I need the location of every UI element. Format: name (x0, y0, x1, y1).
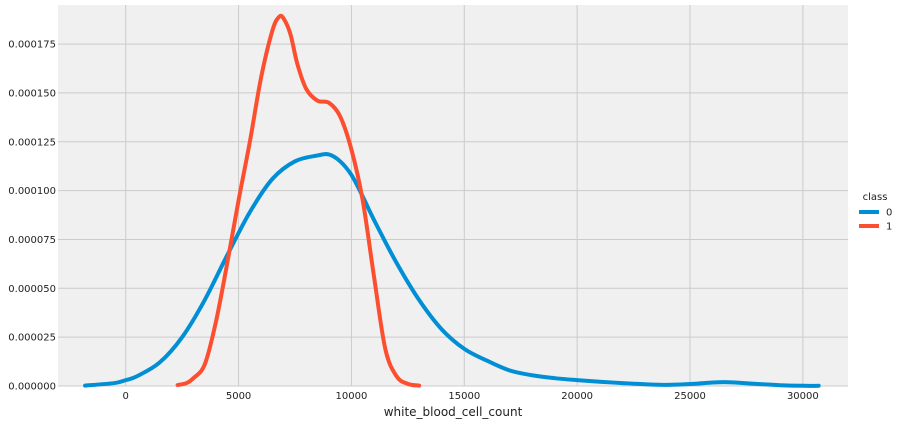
x-tick-label: 0 (123, 391, 129, 402)
y-tick-labels: 0.000000 0.000025 0.000050 0.000075 0.000100… (8, 40, 56, 393)
x-tick-label: 5000 (226, 391, 251, 402)
y-tick-label: 0.000075 (8, 235, 56, 246)
x-tick-label: 10000 (336, 391, 368, 402)
grid-lines (58, 5, 848, 387)
legend-label-1: 1 (886, 222, 892, 233)
x-tick-labels: 0 5000 10000 15000 20000 25000 30000 (123, 391, 819, 402)
x-tick-label: 25000 (674, 391, 706, 402)
legend-title: class (863, 192, 888, 203)
y-tick-label: 0.000000 (8, 382, 56, 393)
x-tick-label: 30000 (787, 391, 819, 402)
series-lines (83, 13, 821, 388)
x-axis-label: white_blood_cell_count (384, 405, 523, 419)
legend[interactable]: class 0 1 (859, 192, 892, 233)
x-tick-label: 15000 (448, 391, 480, 402)
x-tick-label: 20000 (561, 391, 593, 402)
y-tick-label: 0.000025 (8, 333, 56, 344)
y-tick-label: 0.000125 (8, 137, 56, 148)
legend-label-0: 0 (886, 208, 892, 219)
plot-background (58, 5, 848, 386)
series-line-1 (175, 13, 422, 388)
y-tick-label: 0.000050 (8, 284, 56, 295)
series-line-0 (83, 152, 821, 388)
y-tick-label: 0.000100 (8, 186, 56, 197)
y-tick-label: 0.000175 (8, 40, 56, 51)
y-tick-label: 0.000150 (8, 88, 56, 99)
